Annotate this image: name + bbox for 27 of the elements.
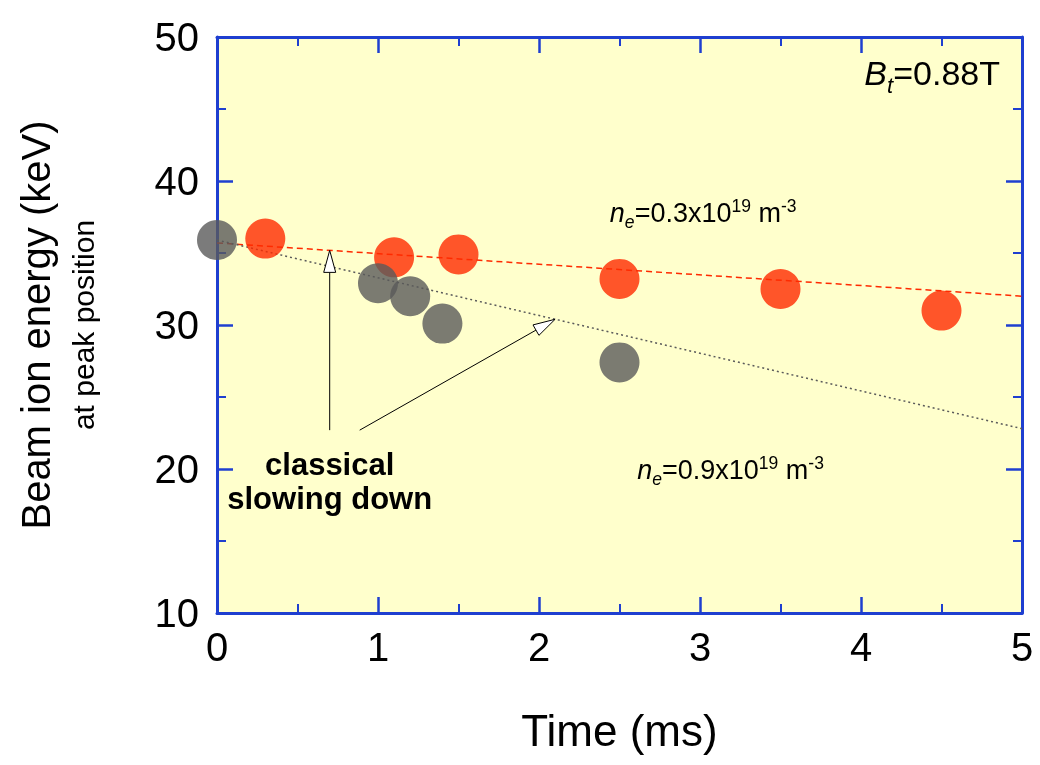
x-tick-label: 5: [1010, 625, 1034, 669]
x-tick-label: 0: [205, 625, 229, 669]
x-tick-label: 1: [366, 625, 390, 669]
x-tick-label: 4: [849, 625, 873, 669]
annotation: n$_{e}$=0.3x10$^{19}$ m$^{-3}$: [609, 196, 797, 233]
point: [599, 258, 640, 299]
annotation: n$_{e}$=0.9x10$^{19}$ m$^{-3}$: [637, 453, 824, 490]
x-axis-title: Time (ms): [520, 706, 719, 756]
y-tick-label: 10: [154, 591, 199, 635]
y-tick-label: 40: [154, 159, 199, 203]
point: [921, 290, 962, 331]
point: [390, 276, 431, 317]
point: [245, 218, 286, 259]
y-tick-label: 50: [154, 15, 199, 59]
x-tick-label: 2: [527, 625, 551, 669]
y-tick-label: 20: [154, 447, 199, 491]
point: [358, 263, 398, 304]
y-axis-title: Beam ion energy (keV) at peak position: [14, 120, 101, 530]
annotation: B$_{t}$=0.88T: [864, 54, 1000, 99]
point: [438, 234, 479, 275]
y-tick-label: 30: [154, 303, 199, 347]
point: [760, 269, 801, 309]
point: [422, 303, 463, 344]
x-tick-label: 3: [688, 625, 712, 669]
point: [197, 220, 237, 261]
annotation: classical slowing down: [227, 447, 433, 517]
point: [599, 342, 640, 383]
